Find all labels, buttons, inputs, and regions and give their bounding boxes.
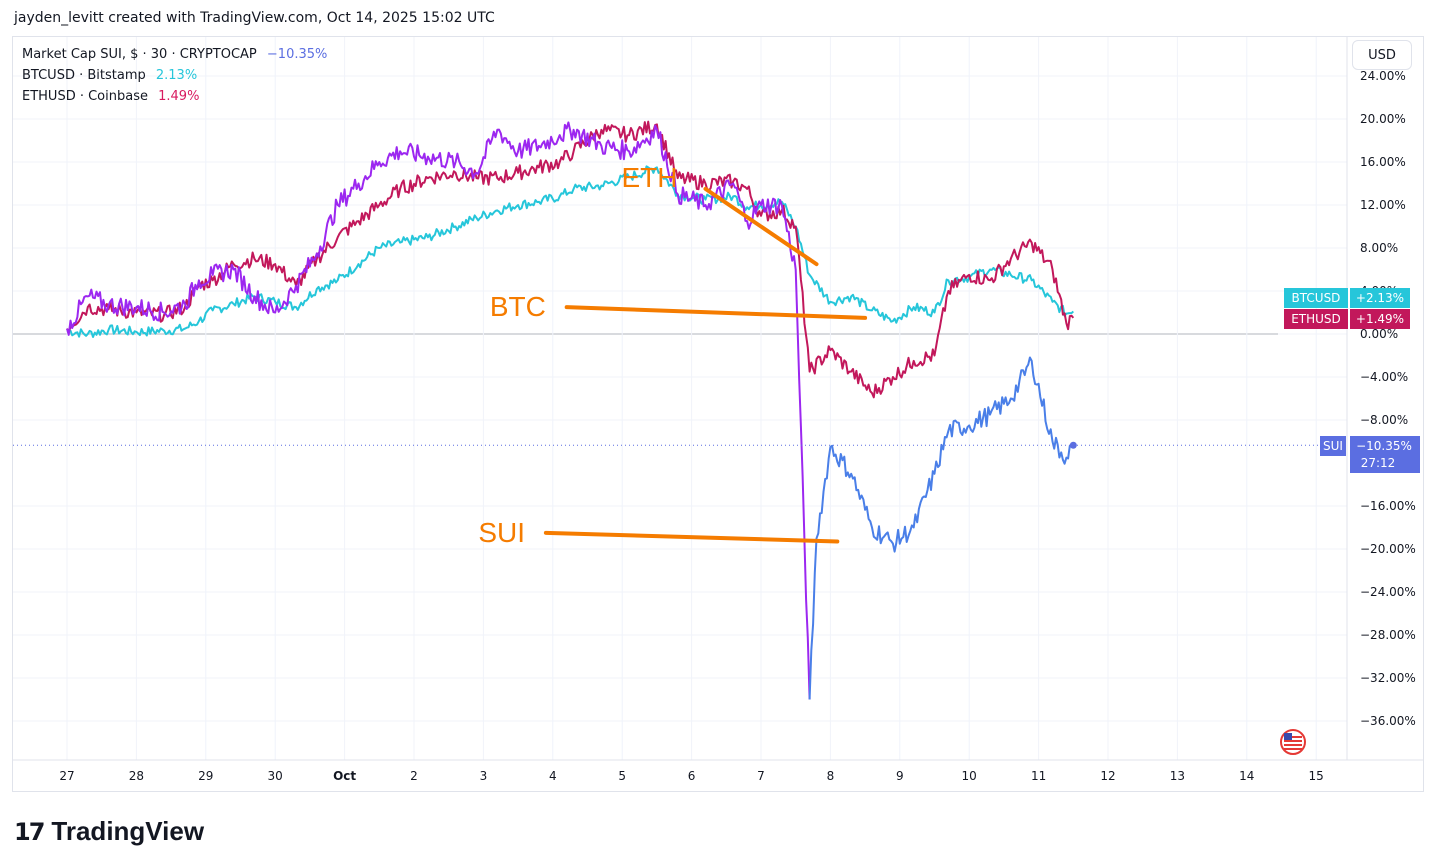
x-tick-label: 27 (59, 769, 74, 783)
x-tick-label: 28 (129, 769, 144, 783)
x-tick-label: 3 (480, 769, 488, 783)
y-tick-label: 12.00% (1360, 198, 1406, 212)
badge-eth-value-bg (1350, 309, 1410, 329)
badge-eth-name: ETHUSD (1291, 312, 1341, 326)
series-line-ethusd[interactable] (66, 120, 1075, 399)
x-tick-label: 6 (688, 769, 696, 783)
x-tick-label: 29 (198, 769, 213, 783)
x-tick-label: 4 (549, 769, 557, 783)
y-tick-label: 0.00% (1360, 327, 1398, 341)
x-tick-label: 7 (757, 769, 765, 783)
badge-eth-name-bg (1284, 309, 1348, 329)
y-tick-label: 24.00% (1360, 69, 1406, 83)
badge-sui-name: SUI (1323, 439, 1343, 453)
y-tick-label: −36.00% (1360, 714, 1416, 728)
x-tick-label: 9 (896, 769, 904, 783)
legend-value-eth: 1.49% (158, 89, 200, 104)
annotation-line-eth[interactable] (703, 186, 819, 267)
x-tick-label: 8 (827, 769, 835, 783)
legend-label-btc: BTCUSD · Bitstamp (22, 68, 146, 83)
badge-sui-countdown: 27:12 (1361, 456, 1396, 470)
annotation-line-btc[interactable] (564, 305, 868, 320)
y-tick-label: −8.00% (1360, 413, 1408, 427)
legend-value-btc: 2.13% (155, 68, 198, 83)
x-tick-label: 10 (962, 769, 977, 783)
x-tick-label: 13 (1170, 769, 1185, 783)
x-tick-label: 15 (1309, 769, 1324, 783)
legend-item-btc[interactable]: BTCUSD · Bitstamp 2.13% (22, 65, 327, 86)
y-tick-label: 8.00% (1360, 241, 1398, 255)
x-tick-label: 12 (1100, 769, 1115, 783)
series-line-sui-pre[interactable] (66, 121, 811, 700)
x-tick-label: 2 (410, 769, 418, 783)
badge-btc-name-bg (1284, 288, 1348, 308)
tradingview-logo-icon: 17 (14, 817, 45, 846)
chart-credit: jayden_levitt created with TradingView.c… (14, 10, 495, 26)
currency-button[interactable]: USD (1352, 40, 1412, 70)
y-tick-label: −20.00% (1360, 542, 1416, 556)
legend-label-sui: Market Cap SUI, $ · 30 · CRYPTOCAP (22, 47, 257, 62)
x-tick-label: Oct (333, 769, 356, 783)
annotation-label-eth: ETH (621, 162, 677, 193)
y-tick-label: 20.00% (1360, 112, 1406, 126)
y-tick-label: −4.00% (1360, 370, 1408, 384)
sui-last-point (1069, 441, 1077, 449)
legend: Market Cap SUI, $ · 30 · CRYPTOCAP −10.3… (22, 44, 327, 107)
y-tick-label: 16.00% (1360, 155, 1406, 169)
y-tick-label: −28.00% (1360, 628, 1416, 642)
legend-value-sui: −10.35% (266, 47, 328, 62)
y-tick-label: −32.00% (1360, 671, 1416, 685)
tradingview-logo-text: TradingView (51, 816, 205, 846)
tradingview-logo[interactable]: 17 TradingView (14, 816, 204, 847)
x-tick-label: 14 (1239, 769, 1254, 783)
badge-sui-value: −10.35% (1356, 439, 1412, 453)
badge-sui-name-bg (1320, 436, 1346, 456)
legend-item-eth[interactable]: ETHUSD · Coinbase 1.49% (22, 86, 327, 107)
badge-btc-name: BTCUSD (1292, 291, 1341, 305)
badge-sui-value-bg (1350, 436, 1420, 473)
y-tick-label: −16.00% (1360, 499, 1416, 513)
badge-eth-value: +1.49% (1356, 312, 1404, 326)
chart-frame (12, 36, 1424, 792)
series-line-sui[interactable] (808, 356, 1074, 700)
legend-item-sui[interactable]: Market Cap SUI, $ · 30 · CRYPTOCAP −10.3… (22, 44, 327, 65)
legend-label-eth: ETHUSD · Coinbase (22, 89, 148, 104)
x-tick-label: 5 (618, 769, 626, 783)
annotation-label-btc: BTC (490, 291, 546, 322)
x-tick-label: 11 (1031, 769, 1046, 783)
series-line-btcusd[interactable] (66, 165, 1075, 338)
us-flag-canton (1284, 733, 1292, 740)
badge-btc-value: +2.13% (1356, 291, 1404, 305)
badge-btc-value-bg (1350, 288, 1410, 308)
x-tick-label: 30 (268, 769, 283, 783)
y-tick-label: −24.00% (1360, 585, 1416, 599)
annotation-label-sui: SUI (478, 517, 525, 548)
annotation-line-sui[interactable] (543, 530, 840, 544)
